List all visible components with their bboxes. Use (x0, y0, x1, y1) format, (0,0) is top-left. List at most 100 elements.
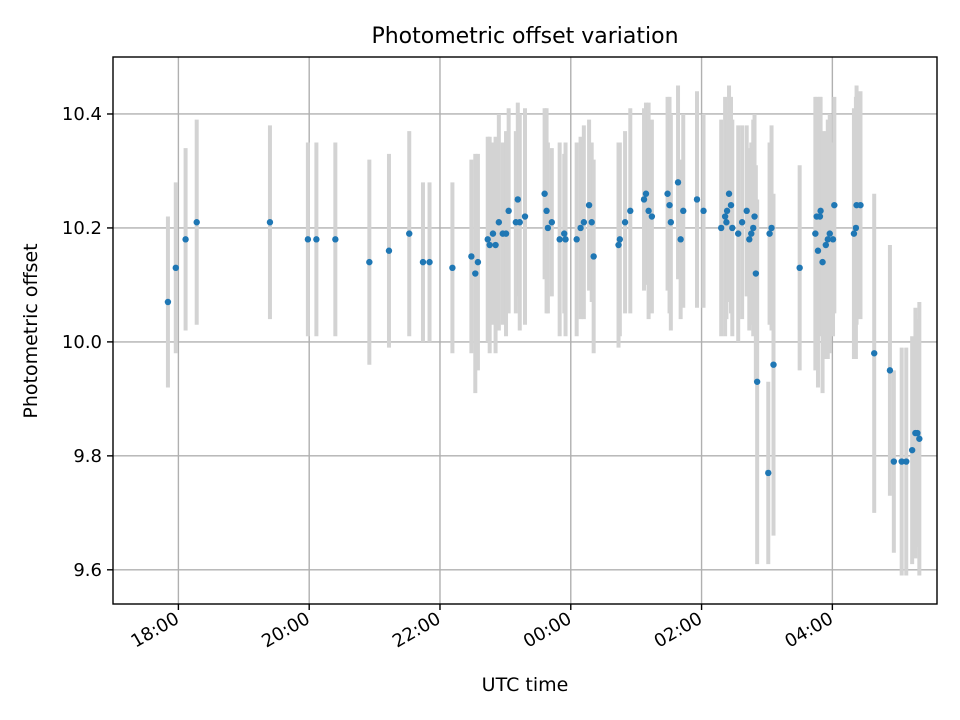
data-point (890, 458, 898, 465)
y-tick-label: 10.4 (62, 104, 102, 125)
data-point (486, 241, 493, 249)
data-point (693, 196, 701, 203)
data-point (627, 207, 634, 215)
data-point (304, 236, 312, 243)
data-point (666, 201, 673, 209)
data-point (505, 207, 512, 215)
data-point (908, 446, 916, 454)
data-point (172, 264, 179, 272)
data-point (916, 435, 923, 442)
x-tick-label: 04:00 (781, 608, 836, 652)
data-point (332, 236, 339, 243)
data-point (903, 458, 910, 465)
data-point (680, 207, 687, 215)
x-axis-label: UTC time (482, 674, 569, 696)
data-point (796, 264, 803, 272)
data-point (817, 207, 824, 215)
x-tick-label: 18:00 (127, 608, 182, 652)
x-tick-label: 02:00 (651, 608, 706, 652)
data-point (727, 201, 735, 209)
data-point (495, 219, 503, 226)
data-point (426, 258, 433, 266)
data-point (743, 207, 750, 215)
data-point (449, 264, 456, 272)
data-point (751, 213, 758, 220)
data-point (313, 236, 320, 243)
y-axis-label: Photometric offset (20, 243, 42, 418)
data-point (193, 219, 200, 226)
data-point (886, 367, 894, 374)
data-point (502, 230, 510, 237)
data-point (419, 258, 427, 266)
data-point (580, 219, 588, 226)
data-point (852, 224, 860, 232)
data-point (721, 213, 729, 220)
data-point (544, 224, 552, 232)
x-tick-label: 20:00 (258, 608, 313, 652)
data-point (857, 201, 864, 209)
data-point (723, 207, 731, 215)
x-tick-label: 00:00 (520, 608, 575, 652)
data-point (556, 236, 563, 243)
data-point (406, 230, 413, 237)
data-point (561, 230, 568, 237)
data-point (484, 236, 491, 243)
data-point (514, 196, 522, 203)
data-point (753, 378, 761, 385)
data-point (812, 230, 819, 237)
data-point (521, 213, 529, 220)
data-point (573, 236, 580, 243)
data-point (717, 224, 725, 232)
y-axis-ticks: 9.6 9.8 10.0 10.2 10.4 (62, 104, 113, 581)
data-point (819, 258, 826, 266)
data-point (585, 201, 593, 209)
data-point (164, 298, 172, 306)
data-point (664, 190, 671, 197)
data-point (541, 190, 548, 197)
data-point (700, 207, 707, 215)
data-point (816, 213, 824, 220)
data-point (746, 236, 753, 243)
data-points (164, 179, 923, 477)
data-point (645, 207, 652, 215)
data-point (616, 236, 624, 243)
data-point (648, 213, 656, 220)
data-point (723, 219, 730, 226)
data-point (492, 241, 499, 249)
data-point (750, 224, 757, 232)
data-point (548, 219, 556, 226)
data-point (543, 207, 550, 215)
data-point (822, 241, 830, 249)
data-point (182, 236, 189, 243)
data-point (385, 247, 393, 254)
data-point (489, 230, 497, 237)
data-point (472, 270, 479, 277)
data-point (516, 219, 523, 226)
data-point (468, 253, 475, 260)
data-point (814, 247, 822, 254)
data-point (898, 458, 905, 465)
data-point (914, 429, 921, 437)
data-point (474, 258, 482, 266)
error-bars (165, 85, 922, 576)
data-point (615, 241, 622, 249)
data-point (366, 258, 373, 266)
data-point (752, 270, 760, 277)
y-tick-label: 9.8 (73, 446, 102, 467)
data-point (642, 190, 650, 197)
data-point (768, 224, 775, 232)
plot-frame (112, 56, 938, 605)
data-point (871, 350, 878, 357)
x-tick-label: 22:00 (389, 608, 444, 652)
data-point (677, 236, 684, 243)
y-tick-label: 9.6 (73, 560, 102, 581)
data-point (734, 230, 742, 237)
data-point (725, 190, 733, 197)
data-point (674, 179, 682, 186)
data-point (562, 236, 569, 243)
data-point (824, 236, 831, 243)
data-point (766, 230, 773, 237)
data-point (829, 236, 837, 243)
data-point (621, 219, 629, 226)
